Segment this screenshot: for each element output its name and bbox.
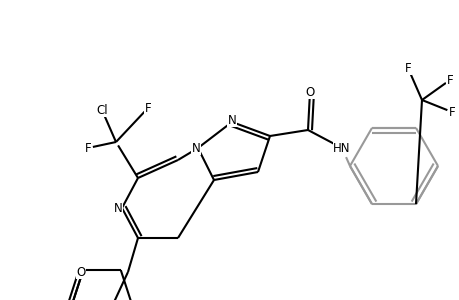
- Text: N: N: [113, 202, 122, 214]
- Text: N: N: [191, 142, 200, 154]
- Text: F: F: [446, 74, 452, 86]
- Text: HN: HN: [332, 142, 350, 154]
- Text: Cl: Cl: [96, 103, 107, 116]
- Text: F: F: [145, 101, 151, 115]
- Text: F: F: [84, 142, 91, 154]
- Text: F: F: [404, 61, 410, 74]
- Text: N: N: [227, 113, 236, 127]
- Text: O: O: [305, 85, 314, 98]
- Text: O: O: [76, 266, 86, 279]
- Text: F: F: [448, 106, 454, 118]
